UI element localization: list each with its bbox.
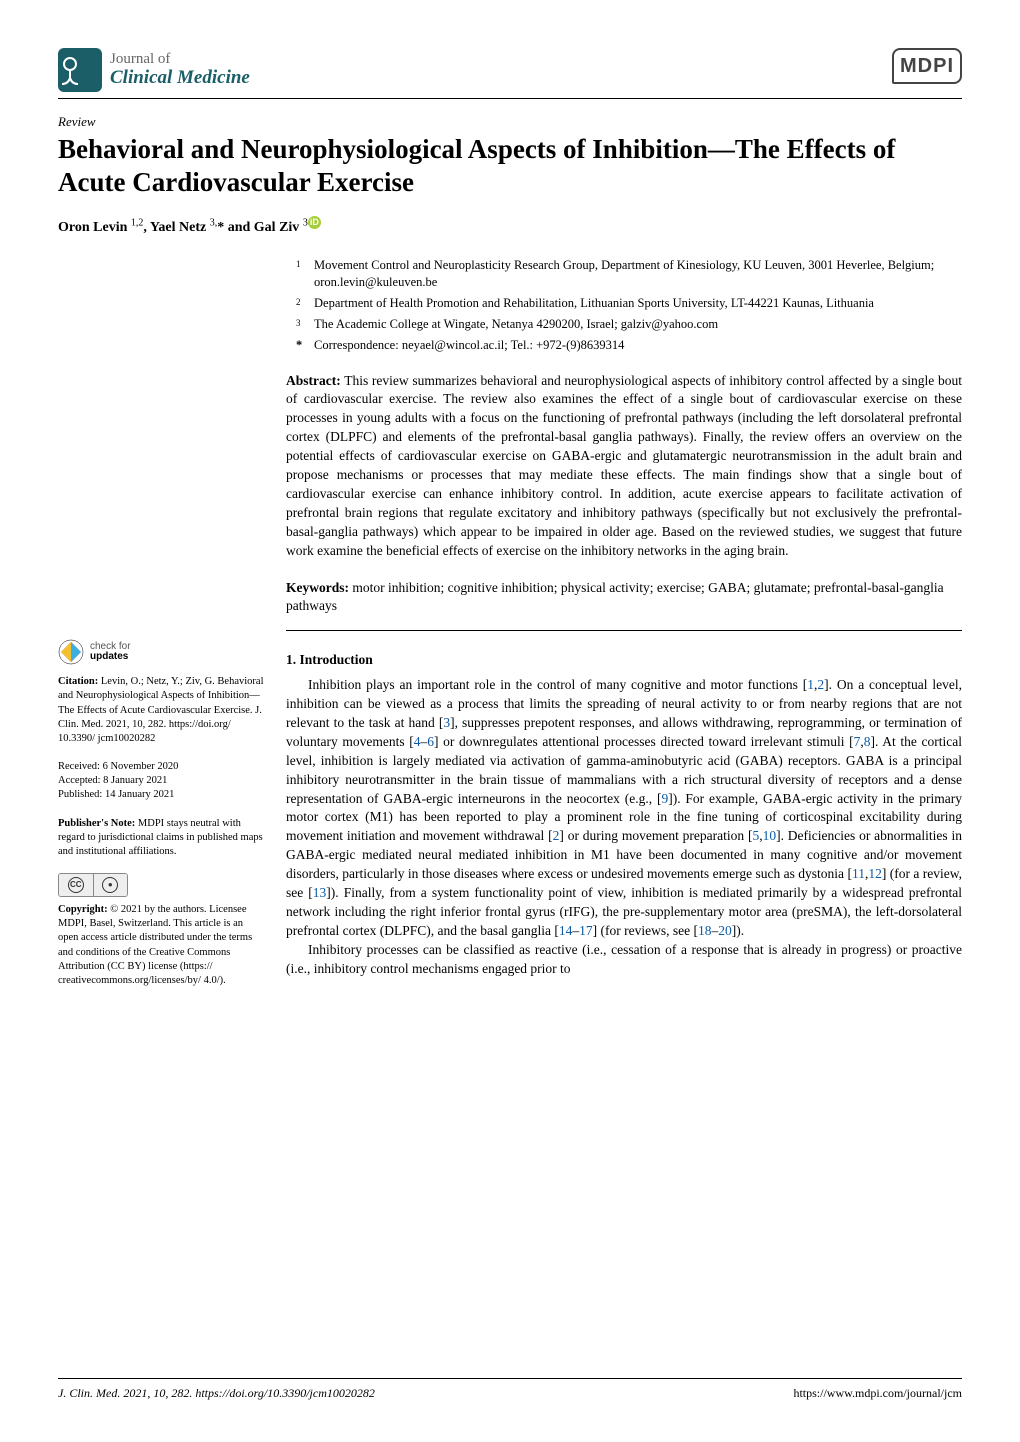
journal-name-line2: Clinical Medicine (110, 68, 250, 89)
journal-name-line1: Journal of (110, 51, 250, 68)
reference-link[interactable]: 20 (718, 923, 732, 938)
abstract-label: Abstract: (286, 373, 341, 388)
reference-link[interactable]: 12 (868, 866, 882, 881)
keywords-text: motor inhibition; cognitive inhibition; … (286, 580, 944, 614)
article-type: Review (58, 113, 962, 131)
dates-block: Received: 6 November 2020 Accepted: 8 Ja… (58, 760, 266, 803)
journal-brand: Journal of Clinical Medicine (58, 48, 250, 92)
reference-link[interactable]: 13 (313, 885, 327, 900)
citation-block: Citation: Levin, O.; Netz, Y.; Ziv, G. B… (58, 675, 266, 746)
orcid-icon: iD (308, 216, 321, 229)
reference-link[interactable]: 5 (752, 828, 759, 843)
page-header: Journal of Clinical Medicine MDPI (58, 48, 962, 99)
reference-link[interactable]: 17 (579, 923, 593, 938)
keywords: Keywords: motor inhibition; cognitive in… (286, 579, 962, 632)
pubnote-label: Publisher's Note: (58, 818, 135, 829)
cc-license-badge: CC ● (58, 873, 128, 897)
section-heading-1: 1. Introduction (286, 651, 962, 670)
page-footer: J. Clin. Med. 2021, 10, 282. https://doi… (58, 1378, 962, 1402)
reference-link[interactable]: 3 (443, 715, 450, 730)
authors: Oron Levin 1,2, Yael Netz 3,* and Gal Zi… (58, 216, 962, 237)
copyright-block: Copyright: © 2021 by the authors. Licens… (58, 903, 266, 988)
main-column: 1Movement Control and Neuroplasticity Re… (286, 257, 962, 1002)
paragraph-2: Inhibitory processes can be classified a… (286, 941, 962, 979)
footer-right: https://www.mdpi.com/journal/jcm (793, 1385, 962, 1402)
check-updates-icon (58, 639, 84, 665)
abstract: Abstract: This review summarizes behavio… (286, 372, 962, 561)
reference-link[interactable]: 4 (414, 734, 421, 749)
article-title: Behavioral and Neurophysiological Aspect… (58, 133, 962, 198)
sidebar: check for updates Citation: Levin, O.; N… (58, 257, 266, 1002)
keywords-label: Keywords: (286, 580, 349, 595)
reference-link[interactable]: 8 (864, 734, 871, 749)
correspondence: *Correspondence: neyael@wincol.ac.il; Te… (314, 337, 962, 354)
publisher-logo: MDPI (892, 48, 962, 84)
journal-icon (58, 48, 102, 92)
reference-link[interactable]: 10 (763, 828, 777, 843)
citation-label: Citation: (58, 676, 98, 687)
reference-link[interactable]: 7 (854, 734, 861, 749)
affiliation: 2Department of Health Promotion and Reha… (314, 295, 962, 312)
footer-left: J. Clin. Med. 2021, 10, 282. https://doi… (58, 1385, 375, 1402)
publisher-note-block: Publisher's Note: MDPI stays neutral wit… (58, 817, 266, 860)
reference-link[interactable]: 6 (427, 734, 434, 749)
reference-link[interactable]: 1 (807, 677, 814, 692)
cc-icon: CC (59, 874, 93, 896)
reference-link[interactable]: 2 (817, 677, 824, 692)
affiliation: 3The Academic College at Wingate, Netany… (314, 316, 962, 333)
reference-link[interactable]: 18 (698, 923, 712, 938)
published-date: Published: 14 January 2021 (58, 788, 266, 802)
abstract-text: This review summarizes behavioral and ne… (286, 373, 962, 558)
body-text: Inhibition plays an important role in th… (286, 676, 962, 978)
reference-link[interactable]: 14 (559, 923, 573, 938)
check-updates-badge[interactable]: check for updates (58, 639, 266, 665)
paragraph-1: Inhibition plays an important role in th… (286, 676, 962, 940)
received-date: Received: 6 November 2020 (58, 760, 266, 774)
reference-link[interactable]: 11 (852, 866, 865, 881)
copyright-text: © 2021 by the authors. Licensee MDPI, Ba… (58, 904, 252, 986)
reference-link[interactable]: 2 (553, 828, 560, 843)
reference-link[interactable]: 9 (661, 791, 668, 806)
check-updates-line2: updates (90, 652, 131, 662)
journal-name: Journal of Clinical Medicine (110, 51, 250, 88)
affiliation: 1Movement Control and Neuroplasticity Re… (314, 257, 962, 291)
copyright-label: Copyright: (58, 904, 108, 915)
affiliations: 1Movement Control and Neuroplasticity Re… (286, 257, 962, 353)
by-icon: ● (93, 874, 128, 896)
accepted-date: Accepted: 8 January 2021 (58, 774, 266, 788)
